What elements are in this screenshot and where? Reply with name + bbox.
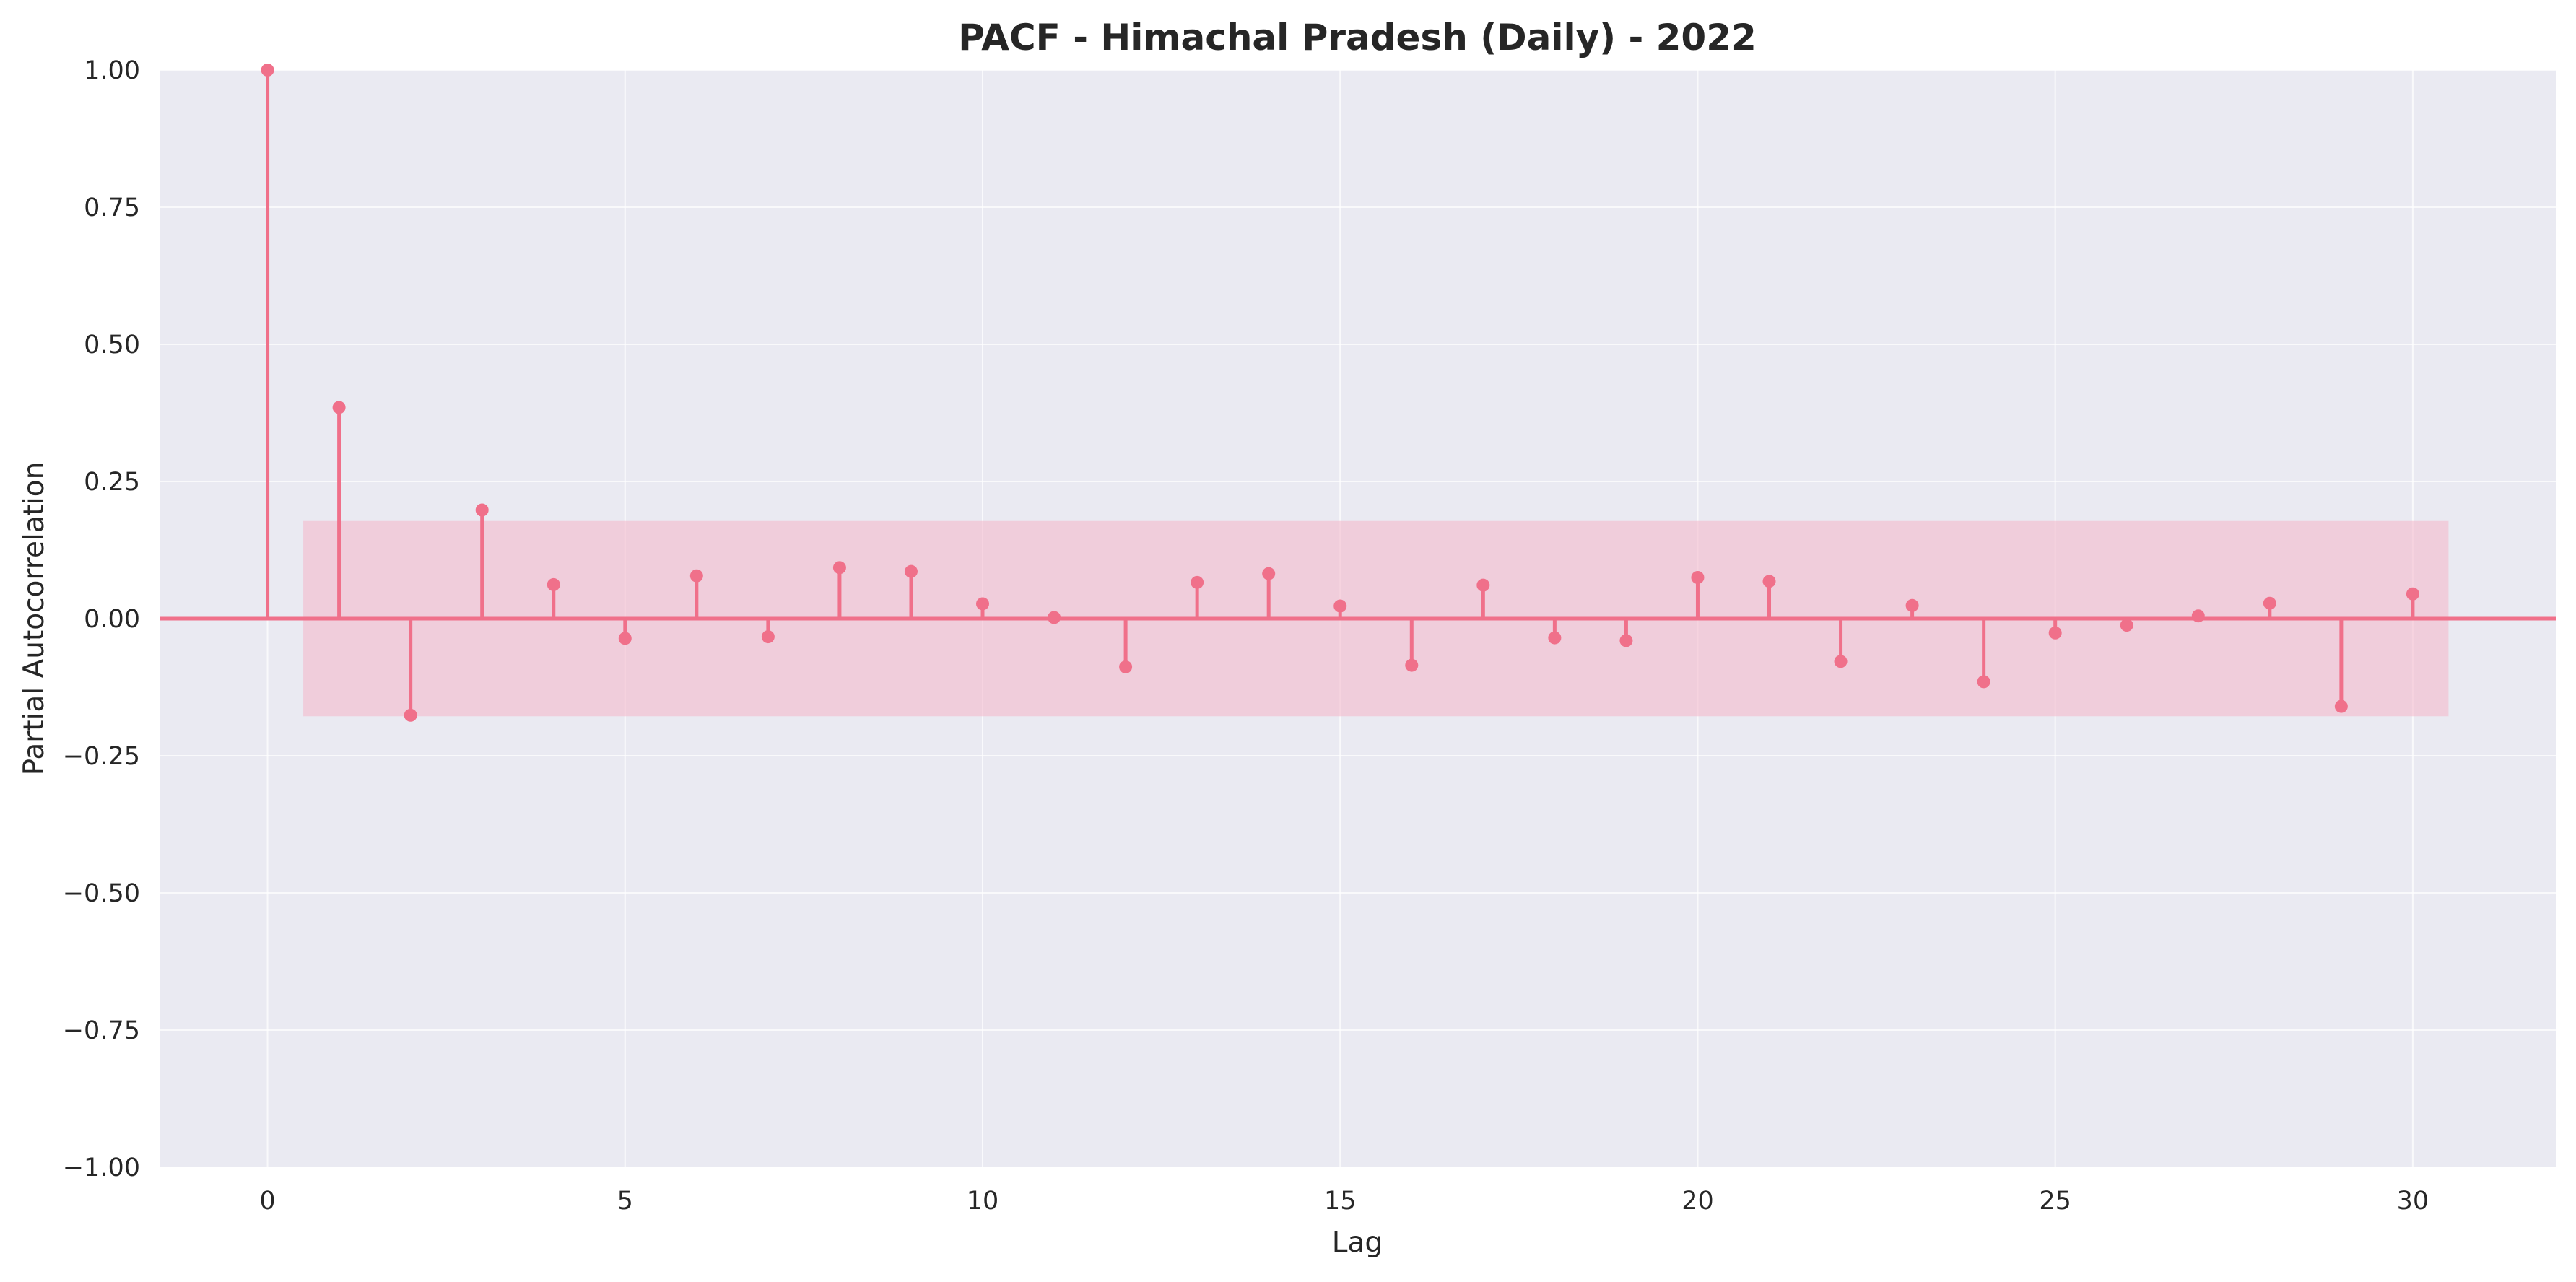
pacf-marker-lag-20: [1691, 571, 1705, 584]
pacf-marker-lag-25: [2048, 626, 2062, 640]
y-axis-label: Partial Autocorrelation: [18, 462, 51, 776]
x-tick-label: 30: [2397, 1187, 2429, 1216]
pacf-marker-lag-30: [2406, 587, 2419, 601]
y-tick-label: 1.00: [84, 56, 140, 85]
x-tick-label: 25: [2039, 1187, 2071, 1216]
pacf-marker-lag-18: [1548, 631, 1562, 645]
pacf-marker-lag-24: [1977, 675, 1990, 689]
pacf-marker-lag-26: [2120, 619, 2133, 632]
x-tick-label: 15: [1324, 1187, 1357, 1216]
y-tick-label: 0.50: [84, 331, 140, 359]
pacf-marker-lag-21: [1762, 575, 1776, 588]
y-tick-label: −0.75: [63, 1016, 140, 1045]
pacf-marker-lag-15: [1333, 599, 1347, 613]
pacf-marker-lag-2: [404, 708, 417, 722]
pacf-marker-lag-5: [618, 632, 632, 645]
pacf-marker-lag-6: [689, 569, 703, 583]
pacf-marker-lag-3: [475, 503, 489, 517]
pacf-marker-lag-17: [1476, 578, 1490, 592]
x-tick-label: 10: [967, 1187, 999, 1216]
chart-title: PACF - Himachal Pradesh (Daily) - 2022: [958, 17, 1757, 58]
x-tick-label: 5: [617, 1187, 633, 1216]
x-tick-label: 0: [259, 1187, 275, 1216]
pacf-marker-lag-7: [761, 630, 775, 644]
pacf-marker-lag-23: [1905, 598, 1919, 612]
y-tick-label: −1.00: [63, 1154, 140, 1182]
pacf-marker-lag-9: [904, 564, 918, 578]
pacf-marker-lag-29: [2334, 699, 2348, 713]
y-tick-label: 0.25: [84, 468, 140, 497]
x-axis-label: Lag: [1332, 1226, 1383, 1259]
pacf-marker-lag-10: [976, 597, 990, 611]
pacf-marker-lag-0: [261, 64, 274, 77]
y-tick-label: −0.50: [63, 879, 140, 908]
pacf-marker-lag-27: [2191, 609, 2205, 623]
pacf-marker-lag-13: [1191, 575, 1204, 589]
pacf-marker-lag-14: [1262, 567, 1276, 580]
pacf-marker-lag-28: [2263, 596, 2276, 610]
stems: [266, 70, 2415, 715]
markers: [261, 64, 2419, 722]
pacf-marker-lag-8: [832, 561, 846, 575]
pacf-marker-lag-22: [1834, 655, 1848, 668]
pacf-marker-lag-19: [1619, 634, 1633, 647]
y-tick-label: −0.25: [63, 742, 140, 771]
y-tick-label: 0.00: [84, 605, 140, 634]
pacf-marker-lag-16: [1405, 658, 1419, 672]
pacf-marker-lag-11: [1048, 611, 1061, 624]
pacf-marker-lag-4: [547, 577, 560, 591]
x-tick-labels: 0 5 10 15 20 25 30: [259, 1187, 2429, 1216]
pacf-marker-lag-12: [1119, 660, 1133, 673]
y-tick-label: 0.75: [84, 193, 140, 222]
pacf-marker-lag-1: [332, 401, 346, 414]
y-tick-labels: 1.00 0.75 0.50 0.25 0.00 −0.25 −0.50 −0.75 −1.00: [63, 56, 140, 1182]
x-tick-label: 20: [1681, 1187, 1714, 1216]
